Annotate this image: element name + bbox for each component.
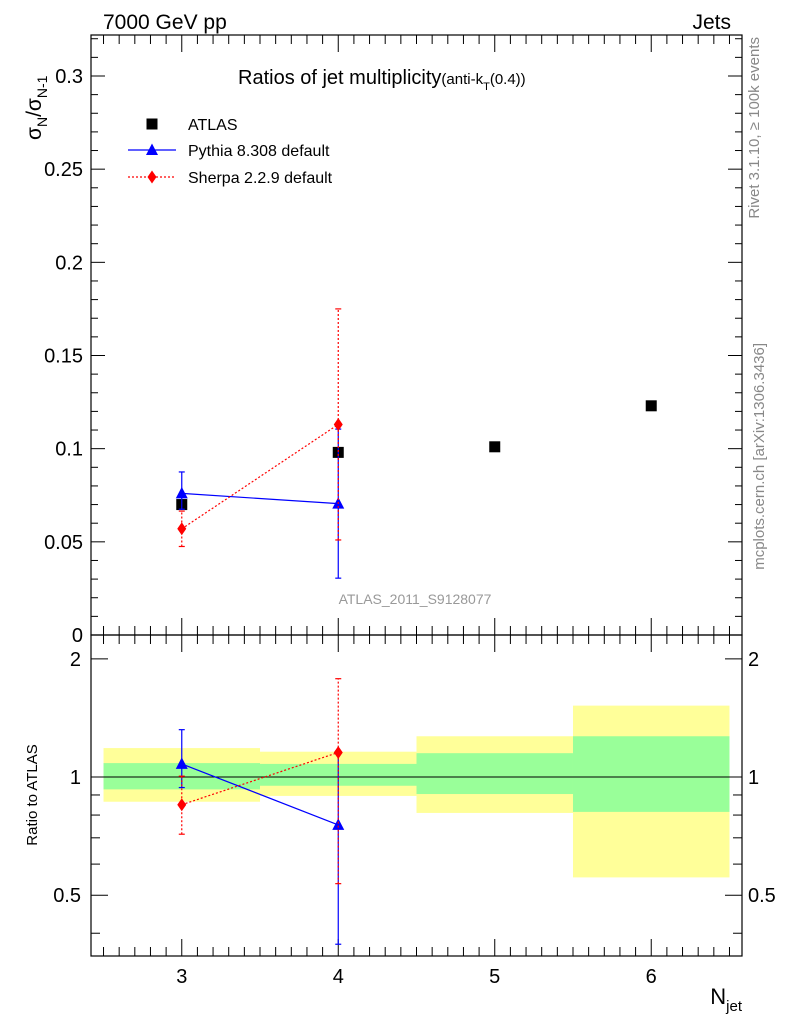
legend-label: ATLAS <box>188 117 238 134</box>
x-tick-label: 3 <box>176 966 187 988</box>
legend-marker <box>147 170 157 184</box>
y-tick-label: 0.15 <box>44 345 83 367</box>
svg-text:σN/σN-1: σN/σN-1 <box>23 75 50 140</box>
y-label-sub2: N-1 <box>34 75 50 98</box>
ratio-y-tick-label-right: 2 <box>748 649 759 671</box>
main-plot-area: 0 0.05 0.1 0.15 0.2 0.25 0.3 <box>44 34 743 956</box>
x-label-sub: jet <box>725 998 743 1015</box>
ratio-y-tick-label-right: 0.5 <box>748 885 776 907</box>
data-point <box>645 400 657 412</box>
legend-label: Sherpa 2.2.9 default <box>188 170 333 187</box>
title-suffix-sub: T <box>483 81 490 93</box>
main-y-label: σN/σN-1 <box>23 75 50 140</box>
data-point <box>175 486 188 499</box>
data-point <box>177 522 187 536</box>
ratio-data-point <box>332 818 345 830</box>
legend-marker <box>146 118 158 130</box>
ratio-data-point <box>333 745 343 759</box>
rivet-label: Rivet 3.1.10, ≥ 100k events <box>746 37 763 219</box>
legend: ATLAS Pythia 8.308 default Sherpa 2.2.9 de… <box>128 117 333 187</box>
main-title-text: Ratios of jet multiplicity <box>238 67 441 89</box>
ratio-series-line <box>181 751 339 806</box>
series-line <box>181 423 339 530</box>
ratio-data-point <box>175 757 188 769</box>
ratio-y-tick-label-right: 1 <box>748 767 759 789</box>
uncertainty-band-green <box>572 736 730 812</box>
x-label-main: N <box>710 984 726 1009</box>
y-tick-label: 0.05 <box>44 532 83 554</box>
title-suffix-b: (0.4)) <box>490 71 526 88</box>
ratio-y-tick-label: 0.5 <box>53 885 81 907</box>
header-right: Jets <box>692 11 731 34</box>
series-line <box>181 492 339 505</box>
main-title: Ratios of jet multiplicity(anti-kT(0.4)) <box>238 67 526 93</box>
ratio-frame <box>90 634 743 957</box>
y-tick-label: 0.1 <box>55 439 83 461</box>
uncertainty-band-green <box>416 753 573 795</box>
ratio-y-label: Ratio to ATLAS <box>24 744 41 845</box>
legend-label: Pythia 8.308 default <box>188 143 330 160</box>
mcplots-label: mcplots.cern.ch [arXiv:1306.3436] <box>751 343 768 570</box>
title-suffix-a: (anti-k <box>441 71 483 88</box>
y-tick-label: 0.3 <box>55 66 83 88</box>
ratio-plot-area: 3 4 5 6 0.5 0.5 1 1 2 2 <box>53 634 776 988</box>
y-tick-label: 0.2 <box>55 252 83 274</box>
ratio-data-point <box>177 798 187 812</box>
header-left: 7000 GeV pp <box>103 11 227 34</box>
x-tick-label: 5 <box>489 966 500 988</box>
ratio-y-tick-label: 1 <box>70 767 81 789</box>
y-label-sigma: σ <box>23 127 46 140</box>
ratio-series-line <box>181 763 339 826</box>
legend-marker <box>146 143 158 155</box>
y-label-sub1: N <box>34 117 50 127</box>
y-tick-label: 0.25 <box>44 159 83 181</box>
ratio-y-tick-label: 2 <box>70 649 81 671</box>
data-point <box>489 441 501 453</box>
data-point <box>333 417 343 431</box>
analysis-watermark: ATLAS_2011_S9128077 <box>339 591 492 607</box>
x-tick-label: 6 <box>646 966 657 988</box>
x-tick-label: 4 <box>333 966 344 988</box>
y-tick-label: 0 <box>72 625 83 647</box>
y-label-mid: /σ <box>23 98 46 117</box>
x-axis-label: Njet <box>710 984 743 1015</box>
